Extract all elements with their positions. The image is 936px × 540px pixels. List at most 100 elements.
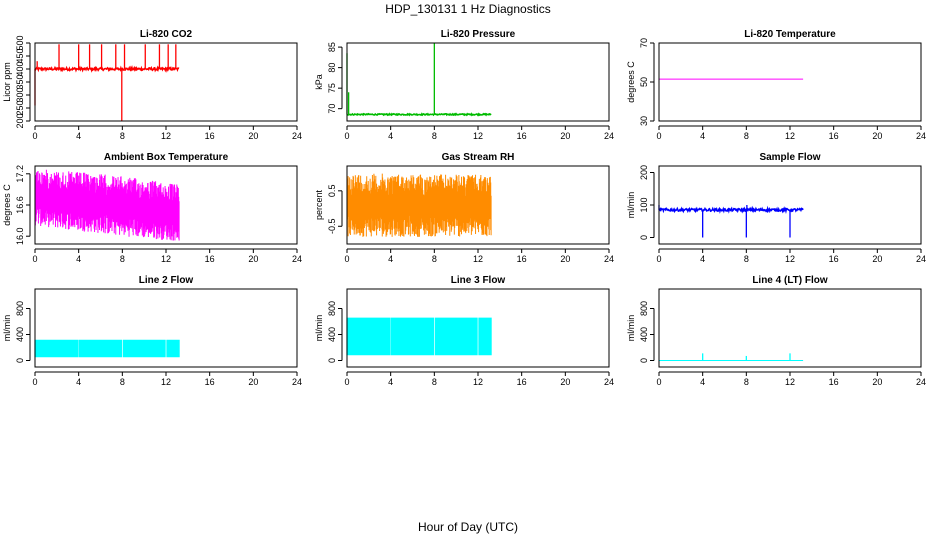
y-tick-label: 400 xyxy=(327,327,337,342)
x-tick-label: 0 xyxy=(656,377,661,387)
y-axis-label: ml/min xyxy=(626,315,636,342)
x-tick-label: 16 xyxy=(517,377,527,387)
x-tick-label: 8 xyxy=(120,254,125,264)
x-tick-label: 0 xyxy=(344,131,349,141)
x-tick-label: 24 xyxy=(916,254,926,264)
y-tick-label: 300 xyxy=(15,87,25,102)
y-tick-label: 30 xyxy=(639,116,649,126)
series-band xyxy=(34,169,180,241)
data-series xyxy=(346,317,492,356)
panel-title: Li-820 CO2 xyxy=(140,29,193,40)
y-tick-label: -0.5 xyxy=(327,219,337,235)
x-tick-label: 4 xyxy=(76,254,81,264)
y-tick-label: 70 xyxy=(327,104,337,114)
y-axis-label: ml/min xyxy=(626,192,636,219)
plot-frame xyxy=(658,288,922,368)
series-band xyxy=(346,317,492,356)
panel-title: Li-820 Pressure xyxy=(441,29,516,40)
x-tick-label: 16 xyxy=(205,377,215,387)
x-tick-label: 16 xyxy=(829,131,839,141)
y-tick-label: 800 xyxy=(327,301,337,316)
x-tick-label: 20 xyxy=(560,254,570,264)
x-tick-label: 4 xyxy=(76,377,81,387)
series-band xyxy=(34,339,180,358)
y-tick-label: 350 xyxy=(15,74,25,89)
x-tick-label: 24 xyxy=(292,254,302,264)
x-tick-label: 24 xyxy=(916,131,926,141)
y-tick-label: 0 xyxy=(639,358,649,363)
x-tick-label: 0 xyxy=(344,254,349,264)
panel-title: Li-820 Temperature xyxy=(744,29,836,40)
x-tick-label: 0 xyxy=(656,254,661,264)
x-tick-label: 4 xyxy=(388,131,393,141)
plot-frame xyxy=(658,165,922,245)
x-tick-label: 20 xyxy=(248,131,258,141)
x-tick-label: 8 xyxy=(432,377,437,387)
x-tick-label: 12 xyxy=(785,254,795,264)
panel-3: Ambient Box Temperature degrees C 0 4 8 12 16 2… xyxy=(2,152,302,264)
x-tick-label: 0 xyxy=(656,131,661,141)
x-tick-label: 4 xyxy=(700,377,705,387)
y-axis-label: ml/min xyxy=(314,315,324,342)
y-tick-label: 200 xyxy=(639,165,649,180)
y-tick-label: 200 xyxy=(15,113,25,128)
x-tick-label: 8 xyxy=(744,131,749,141)
panel-title: Gas Stream RH xyxy=(442,152,515,163)
panel-5: Sample Flow ml/min 0 4 8 12 16 20 24 0 100 200 xyxy=(626,152,926,264)
y-tick-label: 800 xyxy=(639,301,649,316)
x-tick-label: 16 xyxy=(517,131,527,141)
plot-frame xyxy=(34,165,298,245)
x-tick-label: 12 xyxy=(473,254,483,264)
data-series xyxy=(34,44,180,121)
series-line xyxy=(346,112,492,117)
x-tick-label: 16 xyxy=(829,254,839,264)
series-line xyxy=(34,65,180,73)
x-tick-label: 24 xyxy=(604,131,614,141)
y-tick-label: 0.5 xyxy=(327,185,337,198)
y-tick-label: 0 xyxy=(15,358,25,363)
x-tick-label: 4 xyxy=(76,131,81,141)
figure-title: HDP_130131 1 Hz Diagnostics xyxy=(385,2,550,16)
y-tick-label: 16.6 xyxy=(15,196,25,214)
x-tick-label: 8 xyxy=(120,377,125,387)
x-tick-label: 4 xyxy=(388,377,393,387)
y-axis-label: Licor ppm xyxy=(2,62,12,102)
x-tick-label: 20 xyxy=(872,377,882,387)
x-tick-label: 0 xyxy=(32,254,37,264)
panel-8: Line 4 (LT) Flow ml/min 0 4 8 12 16 20 24 0 400 800 xyxy=(626,275,926,387)
y-axis-label: ml/min xyxy=(2,315,12,342)
y-tick-label: 85 xyxy=(327,42,337,52)
panel-7: Line 3 Flow ml/min 0 4 8 12 16 20 24 0 400 800 xyxy=(314,275,614,387)
y-tick-label: 450 xyxy=(15,48,25,63)
x-tick-label: 20 xyxy=(872,254,882,264)
panel-4: Gas Stream RH percent 0 4 8 12 16 20 24 -0.5 0.5 xyxy=(314,152,614,264)
y-tick-label: 80 xyxy=(327,63,337,73)
y-tick-label: 800 xyxy=(15,301,25,316)
y-tick-label: 400 xyxy=(639,327,649,342)
x-tick-label: 24 xyxy=(604,377,614,387)
x-tick-label: 20 xyxy=(872,131,882,141)
panel-1: Li-820 Pressure kPa 0 4 8 12 16 20 24 70 75 80 85 xyxy=(314,29,614,141)
x-tick-label: 4 xyxy=(700,131,705,141)
y-tick-label: 100 xyxy=(639,197,649,212)
panel-2: Li-820 Temperature degrees C 0 4 8 12 16 20 24 30… xyxy=(626,29,926,141)
plot-frame xyxy=(346,42,610,122)
x-tick-label: 24 xyxy=(292,131,302,141)
figure-x-label: Hour of Day (UTC) xyxy=(418,520,518,534)
y-tick-label: 500 xyxy=(15,35,25,50)
y-tick-label: 0 xyxy=(639,235,649,240)
y-tick-label: 75 xyxy=(327,83,337,93)
plot-frame xyxy=(34,42,298,122)
x-tick-label: 12 xyxy=(785,131,795,141)
x-tick-label: 20 xyxy=(560,377,570,387)
x-tick-label: 16 xyxy=(829,377,839,387)
x-tick-label: 12 xyxy=(161,377,171,387)
x-tick-label: 12 xyxy=(473,131,483,141)
panel-title: Ambient Box Temperature xyxy=(104,152,229,163)
y-tick-label: 250 xyxy=(15,100,25,115)
y-axis-label: degrees C xyxy=(626,61,636,103)
y-tick-label: 16.0 xyxy=(15,227,25,245)
y-tick-label: 70 xyxy=(639,38,649,48)
x-tick-label: 20 xyxy=(248,254,258,264)
x-tick-label: 8 xyxy=(744,254,749,264)
